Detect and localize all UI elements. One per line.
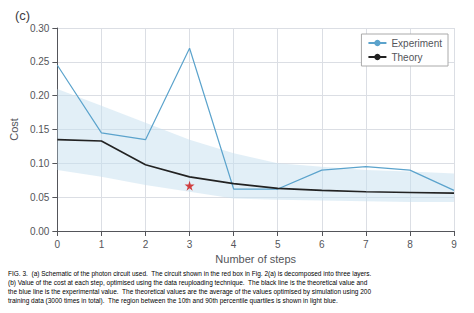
svg-text:9: 9 xyxy=(451,239,457,250)
svg-text:0.25: 0.25 xyxy=(30,56,50,67)
svg-text:4: 4 xyxy=(231,239,237,250)
svg-text:6: 6 xyxy=(319,239,325,250)
svg-text:0: 0 xyxy=(55,239,61,250)
svg-text:7: 7 xyxy=(363,239,369,250)
svg-text:the blue line is the experimen: the blue line is the experimental value.… xyxy=(8,288,371,296)
svg-text:2: 2 xyxy=(143,239,149,250)
svg-text:Cost: Cost xyxy=(8,118,20,141)
svg-text:5: 5 xyxy=(275,239,281,250)
svg-text:Theory: Theory xyxy=(391,52,422,63)
svg-text:0.15: 0.15 xyxy=(30,124,50,135)
svg-text:Number of steps: Number of steps xyxy=(215,253,296,265)
svg-text:(b) Value of the cost at each: (b) Value of the cost at each step, opti… xyxy=(8,279,368,287)
svg-text:0.30: 0.30 xyxy=(30,23,50,34)
svg-text:0.10: 0.10 xyxy=(30,158,50,169)
svg-text:training data (3000 times in t: training data (3000 times in total). The… xyxy=(8,297,338,305)
svg-text:FIG. 3. (a) Schematic of the: FIG. 3. (a) Schematic of the photon circ… xyxy=(8,270,372,278)
svg-text:0.05: 0.05 xyxy=(30,192,50,203)
svg-text:3: 3 xyxy=(187,239,193,250)
svg-text:0.00: 0.00 xyxy=(30,226,50,237)
svg-text:0.20: 0.20 xyxy=(30,90,50,101)
svg-text:Experiment: Experiment xyxy=(391,38,442,49)
svg-text:1: 1 xyxy=(99,239,105,250)
svg-text:(c): (c) xyxy=(15,8,30,23)
svg-text:8: 8 xyxy=(407,239,413,250)
